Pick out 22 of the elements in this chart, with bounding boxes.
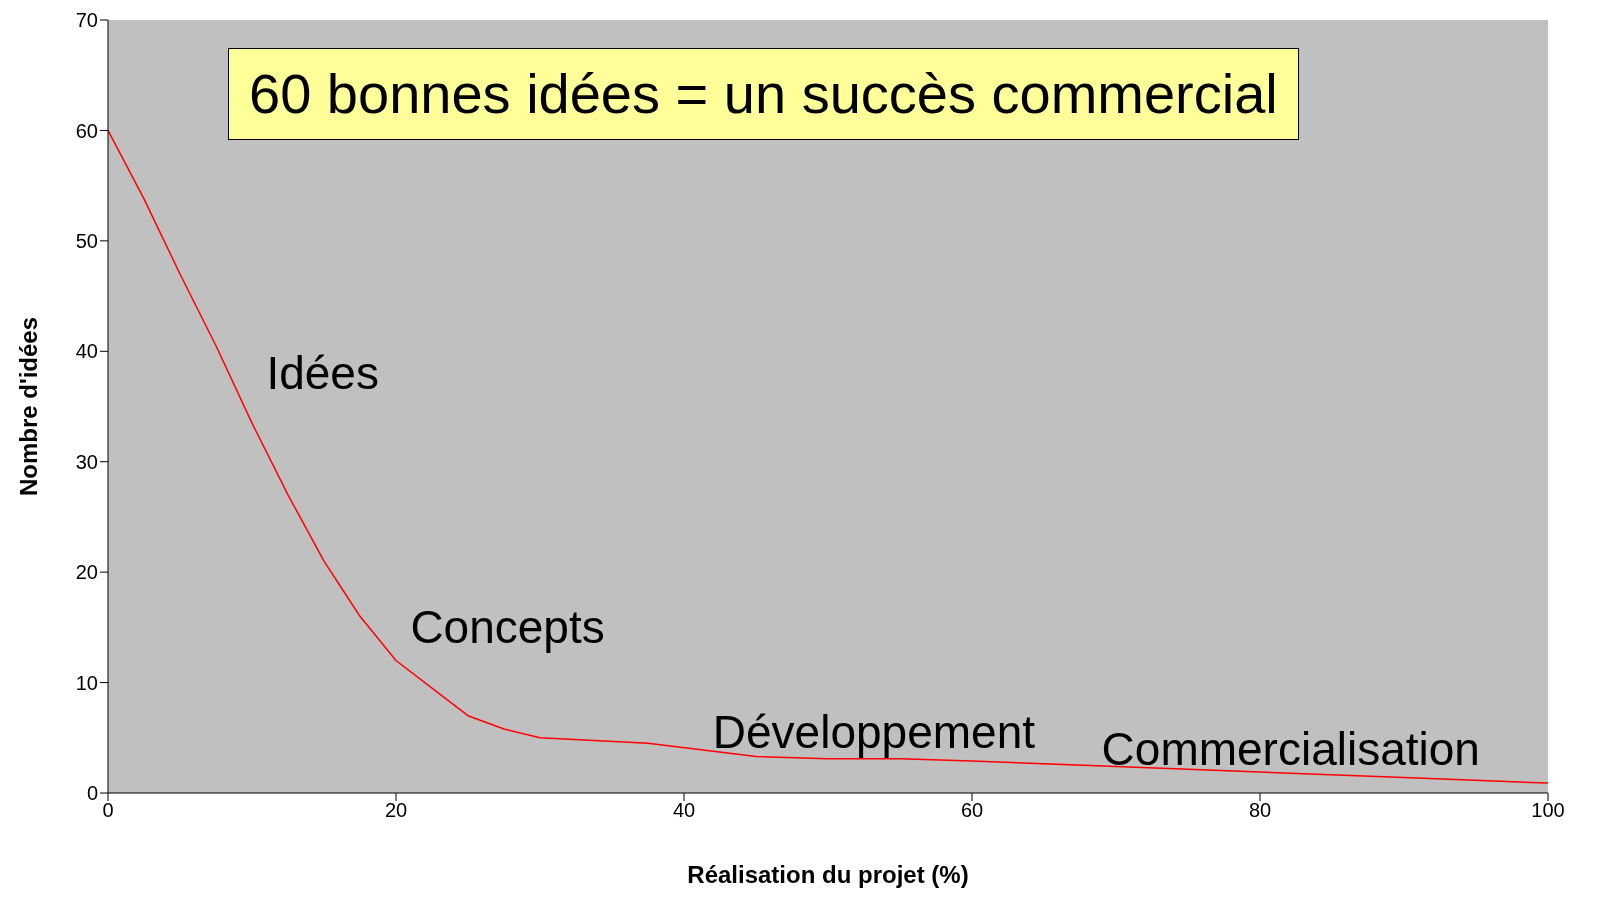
x-tick-label: 60 xyxy=(960,799,984,822)
y-tick-label: 20 xyxy=(75,561,98,584)
annotation: Idées xyxy=(266,346,379,402)
y-tick-label: 0 xyxy=(86,782,98,805)
x-tick-label: 0 xyxy=(102,799,114,822)
y-tick-label: 70 xyxy=(75,9,98,32)
x-axis-title: Réalisation du projet (%) xyxy=(687,861,969,888)
y-tick-label: 30 xyxy=(75,450,98,473)
y-tick-label: 10 xyxy=(75,671,98,694)
x-tick-label: 20 xyxy=(384,799,408,822)
line-series xyxy=(108,129,1548,784)
annotation: Concepts xyxy=(410,600,605,656)
x-tick-label: 40 xyxy=(672,799,696,822)
x-tick-label: 80 xyxy=(1248,799,1272,822)
text: 60 bonnes idées = un succès commercial xyxy=(228,48,1299,140)
y-tick-label: 60 xyxy=(75,119,98,142)
y-axis-title: Nombre d'idées xyxy=(14,316,42,497)
y-tick-label: 50 xyxy=(75,229,98,252)
annotation: Commercialisation xyxy=(1101,721,1480,777)
x-tick-label: 100 xyxy=(1531,799,1565,822)
annotation: Développement xyxy=(712,705,1035,761)
y-tick-label: 40 xyxy=(75,340,98,363)
